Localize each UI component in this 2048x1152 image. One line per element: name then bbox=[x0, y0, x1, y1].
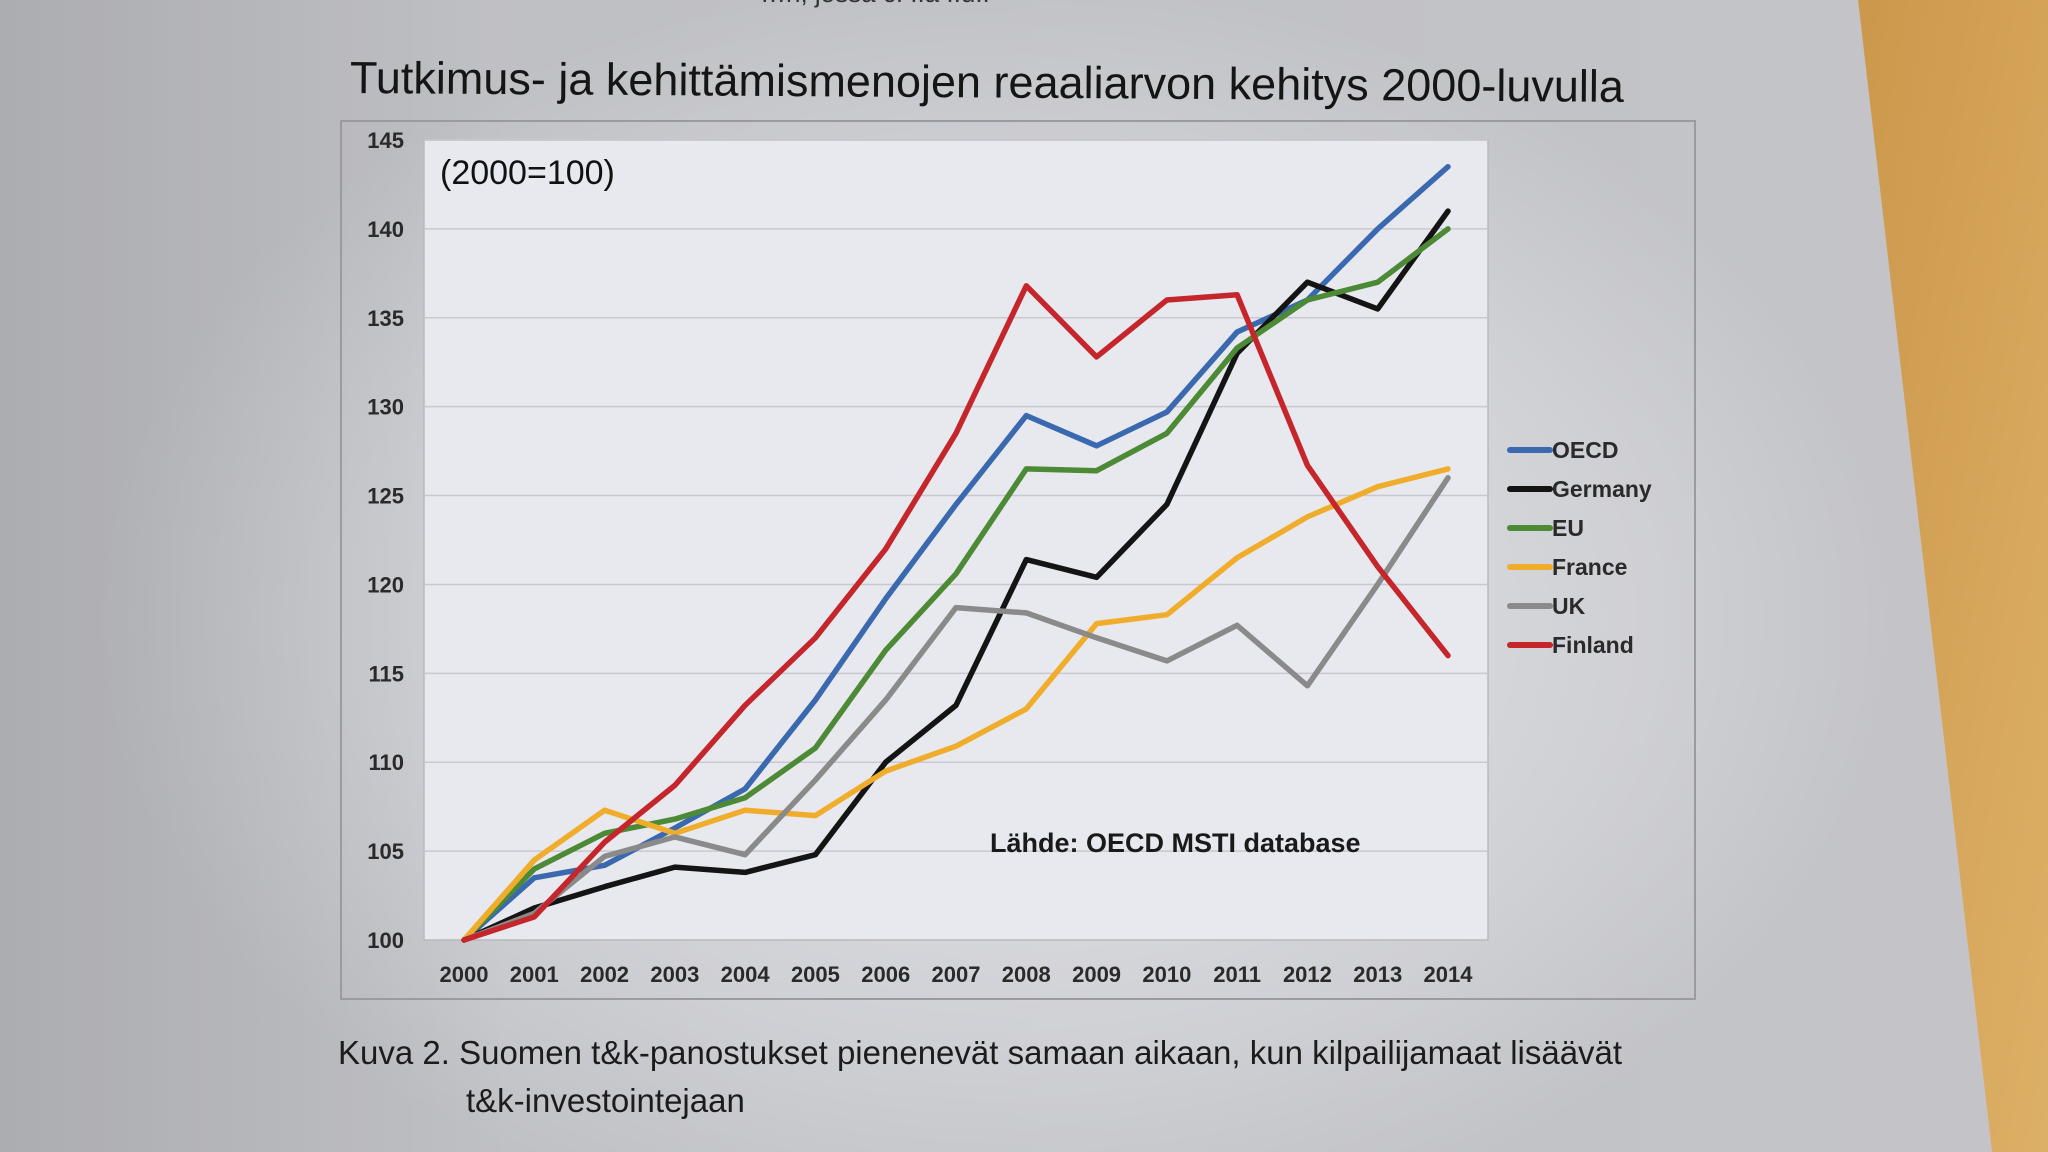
x-tick-label-2006: 2006 bbox=[861, 962, 910, 987]
series-finland bbox=[461, 283, 1451, 943]
x-tick-label-2014: 2014 bbox=[1424, 962, 1474, 987]
figure-caption-line-2: t&k-investointejaan bbox=[466, 1082, 745, 1119]
series-oecd bbox=[461, 163, 1451, 943]
x-tick-label-2011: 2011 bbox=[1213, 962, 1261, 987]
x-tick-label-2003: 2003 bbox=[650, 962, 699, 987]
x-tick-label-2010: 2010 bbox=[1142, 962, 1191, 987]
x-tick-label-2013: 2013 bbox=[1353, 962, 1402, 987]
y-tick-label-110: 110 bbox=[369, 750, 405, 775]
legend-label-eu: EU bbox=[1552, 515, 1584, 541]
legend-item-finland: Finland bbox=[1507, 632, 1634, 658]
y-tick-label-135: 135 bbox=[367, 306, 404, 331]
legend-item-oecd: OECD bbox=[1507, 437, 1618, 463]
y-tick-label-130: 130 bbox=[367, 395, 404, 420]
y-tick-label-120: 120 bbox=[367, 572, 404, 597]
series-eu bbox=[461, 226, 1451, 943]
legend-item-france: France bbox=[1507, 554, 1627, 580]
legend-label-germany: Germany bbox=[1552, 476, 1652, 502]
source-annotation: Lähde: OECD MSTI database bbox=[990, 828, 1361, 858]
legend-label-uk: UK bbox=[1552, 593, 1586, 619]
y-tick-label-100: 100 bbox=[367, 928, 404, 953]
x-tick-label-2007: 2007 bbox=[932, 962, 981, 987]
y-tick-label-115: 115 bbox=[369, 661, 405, 686]
x-tick-label-2012: 2012 bbox=[1283, 962, 1332, 987]
figure-frame bbox=[340, 120, 1696, 1000]
y-tick-label-105: 105 bbox=[367, 839, 404, 864]
legend-item-eu: EU bbox=[1507, 515, 1584, 541]
legend-label-france: France bbox=[1552, 554, 1627, 580]
x-tick-label-2001: 2001 bbox=[510, 962, 559, 987]
y-tick-label-125: 125 bbox=[367, 484, 404, 509]
plot-area bbox=[423, 139, 1489, 941]
x-tick-label-2005: 2005 bbox=[791, 962, 840, 987]
x-tick-label-2002: 2002 bbox=[580, 962, 629, 987]
x-tick-label-2000: 2000 bbox=[440, 962, 489, 987]
legend-item-germany: Germany bbox=[1507, 476, 1652, 502]
series-uk bbox=[461, 475, 1451, 943]
x-tick-label-2009: 2009 bbox=[1072, 962, 1121, 987]
x-tick-label-2008: 2008 bbox=[1002, 962, 1051, 987]
legend-item-uk: UK bbox=[1507, 593, 1586, 619]
x-tick-label-2004: 2004 bbox=[721, 962, 771, 987]
series-france bbox=[461, 466, 1451, 943]
cut-off-top-text: …n, jossa c. ..a ..u.. bbox=[760, 0, 1120, 8]
chart-subtitle: (2000=100) bbox=[440, 154, 615, 192]
y-tick-label-145: 145 bbox=[367, 128, 404, 153]
legend-label-oecd: OECD bbox=[1552, 437, 1618, 463]
y-tick-label-140: 140 bbox=[367, 217, 404, 242]
legend-label-finland: Finland bbox=[1552, 632, 1634, 658]
figure-caption-line-1: Kuva 2. Suomen t&k-panostukset pienenevä… bbox=[338, 1034, 1623, 1071]
